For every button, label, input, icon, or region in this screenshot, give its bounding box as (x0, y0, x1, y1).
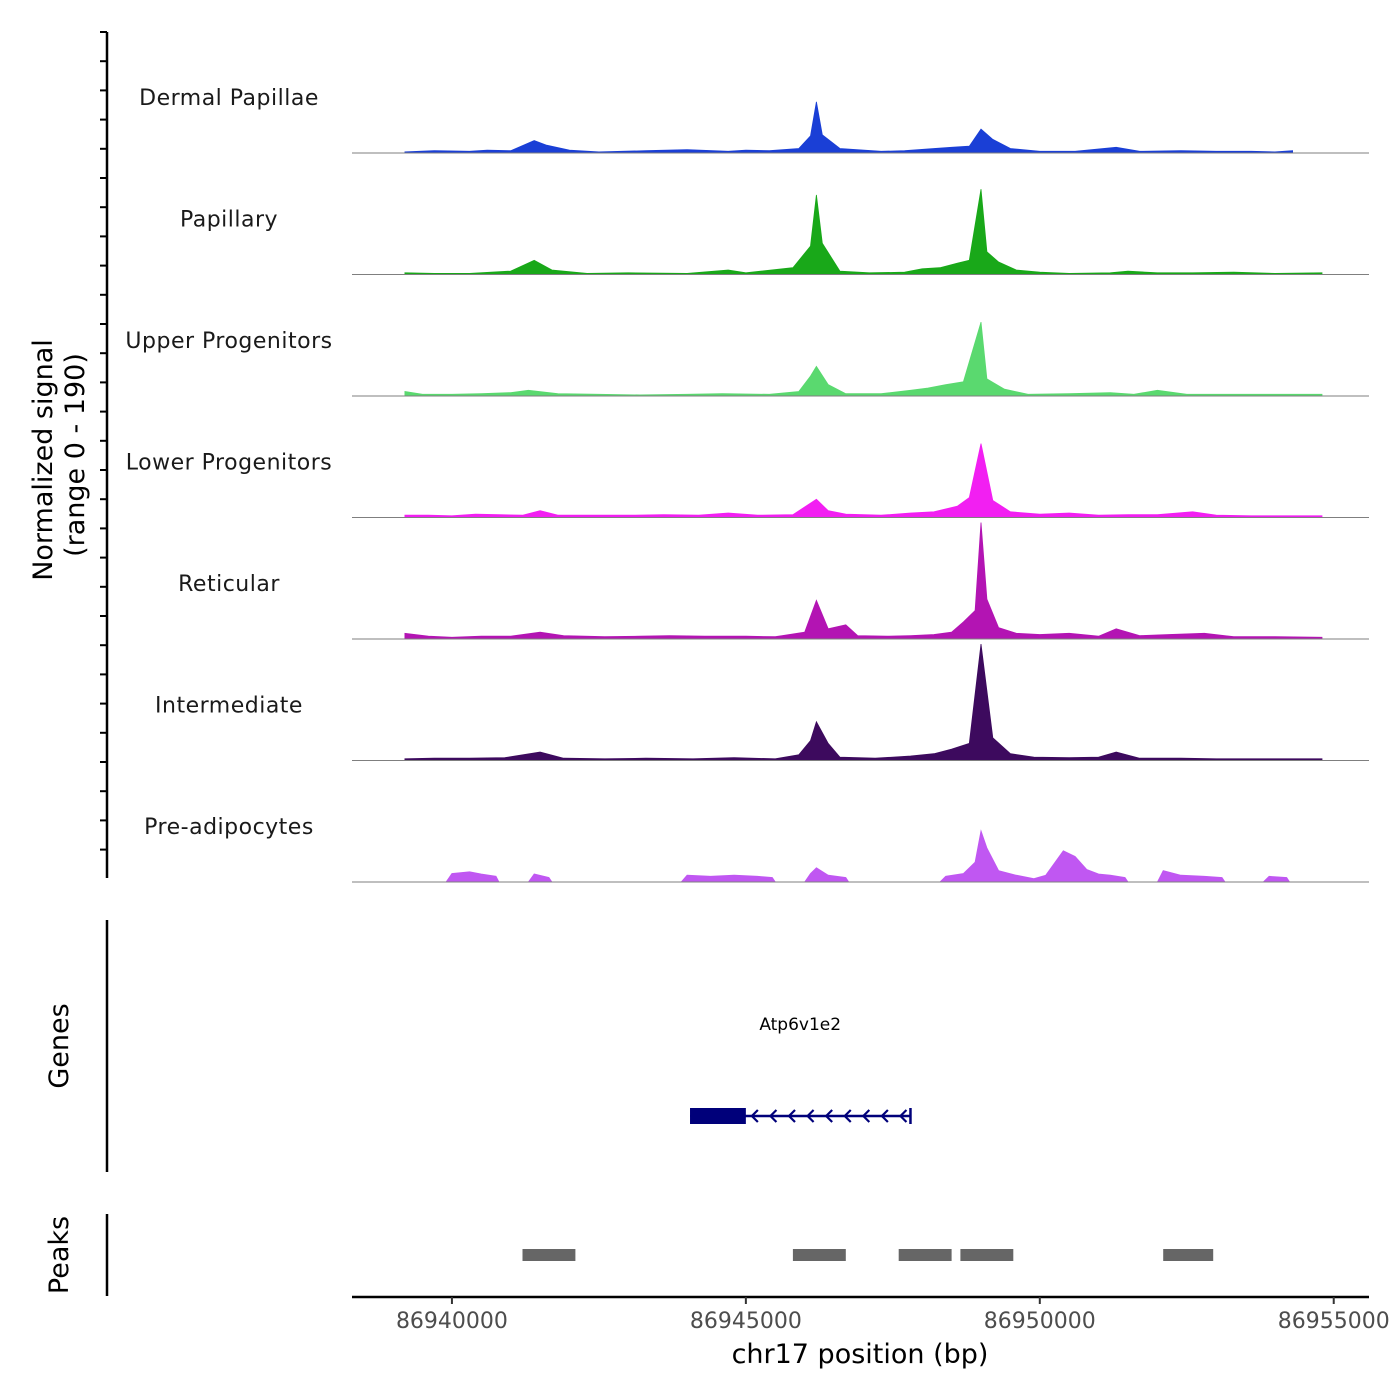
gene-track: Atp6v1e2 (690, 1015, 912, 1124)
strand-arrow (824, 1109, 833, 1123)
gene-label: Atp6v1e2 (759, 1015, 841, 1035)
signal-area-dermal-papillae (404, 101, 1293, 154)
strand-arrow (787, 1109, 796, 1123)
strand-arrow (750, 1109, 759, 1123)
track-lower-progenitors: Lower Progenitors (126, 443, 1369, 518)
strand-arrow (768, 1109, 778, 1123)
x-axis-ticks: 86940000 86945000 86950000 86955000 (396, 1297, 1390, 1334)
track-label-lower-progenitors: Lower Progenitors (126, 451, 332, 476)
strand-arrow (880, 1109, 889, 1123)
strand-arrow (861, 1109, 871, 1123)
y-axis-range: (range 0 - 190) (60, 353, 91, 557)
signal-axis-ticks (100, 31, 107, 851)
track-pre-adipocytes: Pre-adipocytes (144, 815, 1369, 883)
peak-region (1163, 1249, 1214, 1261)
strand-arrow (898, 1109, 908, 1123)
track-label-intermediate: Intermediate (155, 694, 303, 719)
x-tick-label: 86955000 (1278, 1309, 1390, 1334)
peak-track (522, 1249, 1214, 1261)
strand-arrow (843, 1109, 852, 1123)
peak-region (960, 1249, 1014, 1261)
strand-arrow (806, 1109, 815, 1123)
signal-area-pre-adipocytes (445, 829, 1291, 883)
x-tick-label: 86950000 (984, 1309, 1096, 1334)
x-axis-title: chr17 position (bp) (732, 1339, 989, 1370)
peak-region (522, 1249, 576, 1261)
track-label-pre-adipocytes: Pre-adipocytes (144, 815, 314, 840)
genes-track-title: Genes (44, 1003, 75, 1088)
track-label-reticular: Reticular (178, 572, 280, 597)
gene-exon (690, 1108, 746, 1124)
signal-area-upper-progenitors (404, 321, 1323, 397)
x-tick-label: 86940000 (396, 1309, 508, 1334)
peak-region (792, 1249, 846, 1261)
track-label-papillary: Papillary (180, 208, 278, 233)
peak-region (898, 1249, 952, 1261)
track-intermediate: Intermediate (155, 643, 1369, 761)
peaks-track-title: Peaks (44, 1216, 75, 1294)
track-reticular: Reticular (178, 522, 1369, 640)
signal-area-reticular (404, 522, 1323, 640)
signal-area-papillary (404, 189, 1323, 275)
signal-tracks: Dermal Papillae Papillary Upper Progenitor… (125, 86, 1369, 883)
track-dermal-papillae: Dermal Papillae (139, 86, 1369, 154)
track-label-upper-progenitors: Upper Progenitors (125, 329, 332, 354)
track-label-dermal-papillae: Dermal Papillae (139, 86, 319, 111)
y-axis-title: Normalized signal (28, 339, 59, 581)
x-tick-label: 86945000 (690, 1309, 802, 1334)
signal-area-intermediate (404, 643, 1323, 761)
track-papillary: Papillary (180, 189, 1369, 275)
track-upper-progenitors: Upper Progenitors (125, 321, 1369, 397)
gene-atp6v1e2: Atp6v1e2 (690, 1015, 912, 1124)
signal-area-lower-progenitors (404, 443, 1323, 518)
